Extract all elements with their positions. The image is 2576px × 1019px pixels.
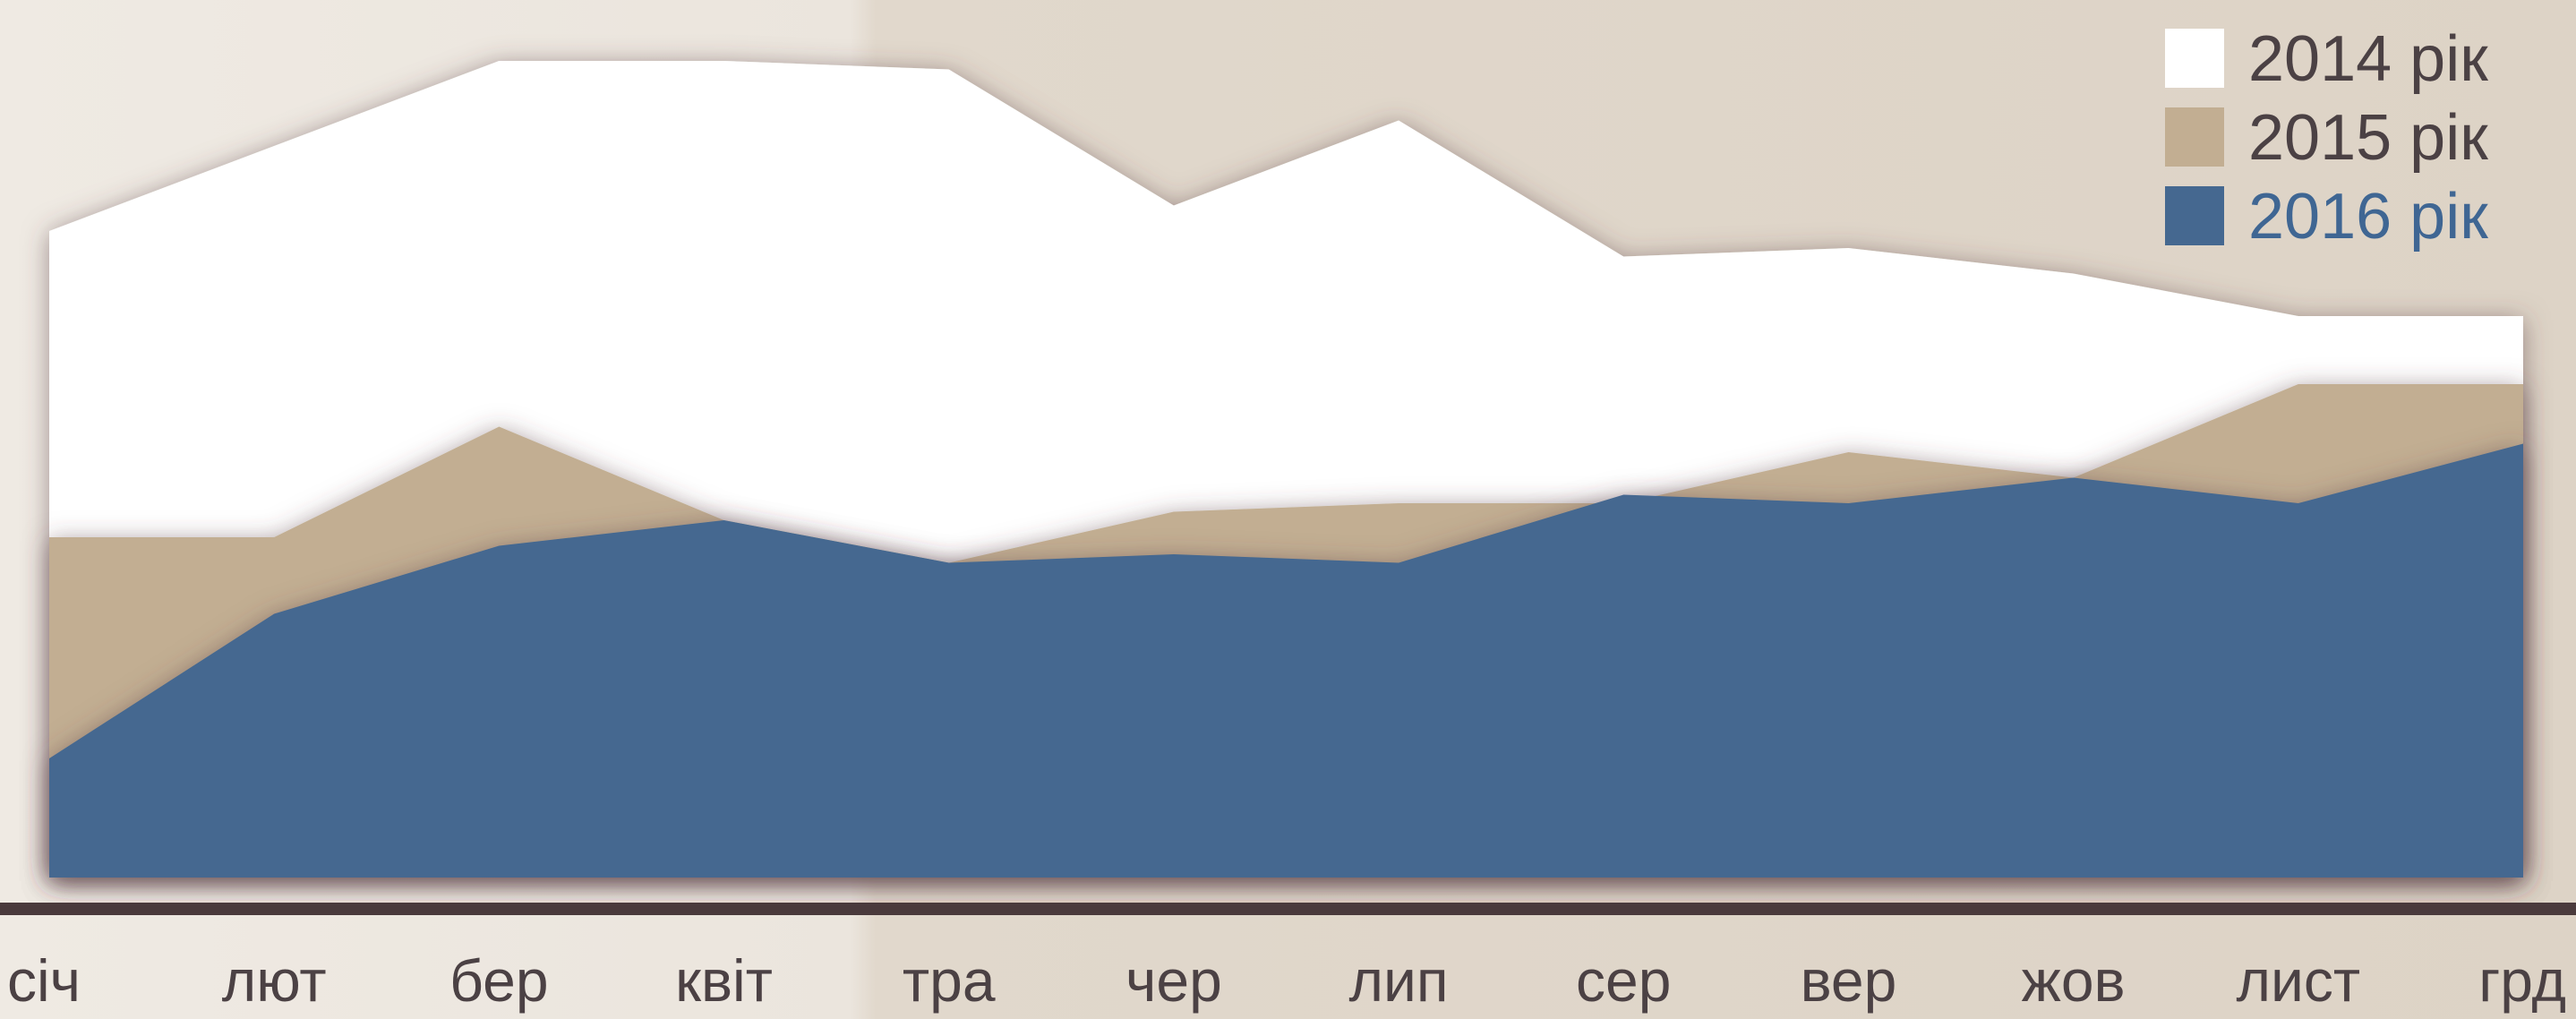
legend-label: 2016 рік [2248,181,2488,253]
legend-label: 2015 рік [2248,102,2488,174]
legend-label: 2014 рік [2248,23,2488,95]
x-tick-label: бер [449,947,548,1014]
x-tick-label: вер [1801,947,1897,1014]
plot-area [49,61,2523,878]
x-tick-label: квіт [675,947,773,1014]
x-tick-label: жов [2022,947,2126,1014]
x-tick-label: чер [1125,947,1222,1014]
x-axis-line [0,903,2576,915]
x-tick-label: лип [1349,947,1449,1014]
x-tick-label: лист [2237,947,2361,1014]
x-tick-label: грд [2478,947,2566,1014]
legend-swatch [2165,186,2224,245]
x-tick-label: січ [7,947,81,1014]
x-tick-label: тра [903,947,996,1014]
legend-swatch [2165,107,2224,167]
x-axis-ticks: січ лют бер квіт тра чер лип сер вер жов лист грд [7,947,2566,1014]
area-series-2016-рік [49,443,2523,878]
legend-swatch [2165,29,2224,88]
x-tick-label: лют [222,947,327,1014]
x-tick-label: сер [1576,947,1671,1014]
